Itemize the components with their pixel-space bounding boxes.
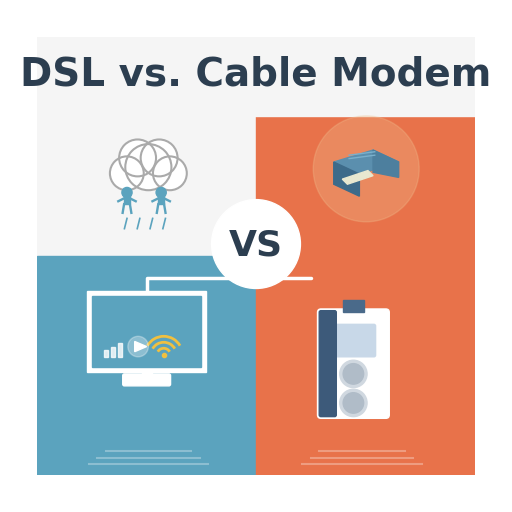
FancyBboxPatch shape <box>331 324 376 357</box>
Bar <box>87 291 206 372</box>
Text: DSL vs. Cable Modem: DSL vs. Cable Modem <box>20 56 492 94</box>
Bar <box>256 256 475 475</box>
Polygon shape <box>135 342 146 352</box>
Circle shape <box>141 139 178 176</box>
Bar <box>343 301 364 312</box>
Circle shape <box>128 336 148 357</box>
Text: VS: VS <box>229 229 283 263</box>
Bar <box>141 371 152 377</box>
Bar <box>158 194 164 204</box>
Circle shape <box>125 144 172 190</box>
Circle shape <box>153 156 187 190</box>
Circle shape <box>211 200 301 288</box>
Circle shape <box>110 156 144 190</box>
Bar <box>124 194 130 204</box>
Polygon shape <box>334 162 359 196</box>
Bar <box>111 347 115 357</box>
Bar <box>37 37 256 256</box>
Polygon shape <box>343 170 373 184</box>
Circle shape <box>122 187 132 198</box>
Bar <box>256 37 475 256</box>
Bar <box>37 37 475 116</box>
Circle shape <box>343 364 364 384</box>
Circle shape <box>343 393 364 413</box>
Circle shape <box>340 360 367 388</box>
Circle shape <box>340 389 367 417</box>
Bar <box>37 256 256 475</box>
Circle shape <box>119 139 156 176</box>
Polygon shape <box>373 150 399 177</box>
FancyBboxPatch shape <box>123 374 170 386</box>
Circle shape <box>156 187 166 198</box>
Polygon shape <box>334 150 399 174</box>
Bar <box>118 343 122 357</box>
Circle shape <box>313 116 419 222</box>
FancyBboxPatch shape <box>319 311 336 417</box>
FancyBboxPatch shape <box>317 309 389 418</box>
Bar <box>104 350 108 357</box>
Bar <box>92 296 201 367</box>
